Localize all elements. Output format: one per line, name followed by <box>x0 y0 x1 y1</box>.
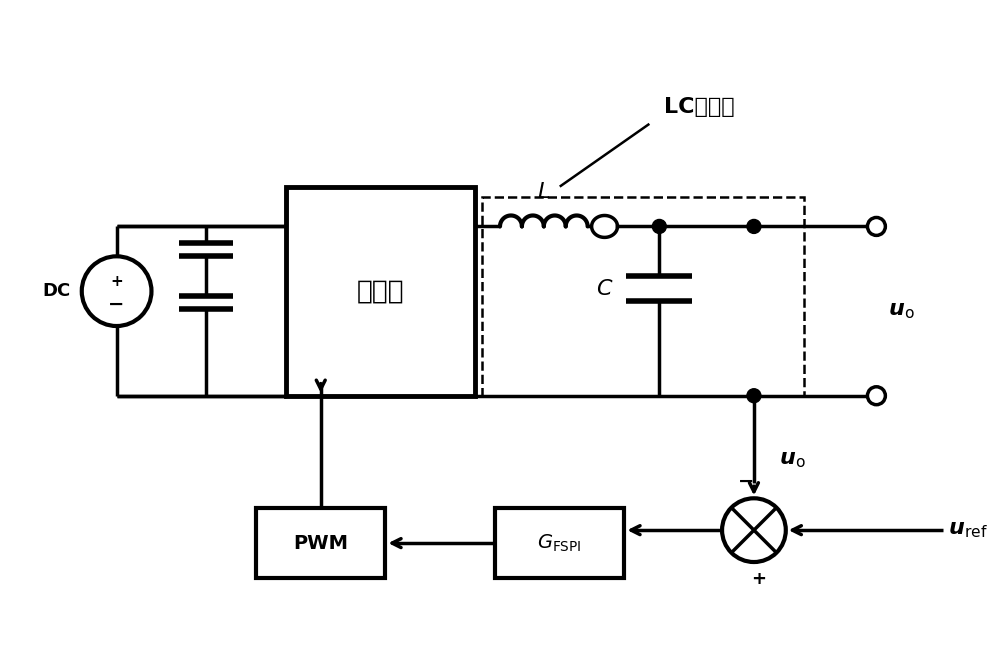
Text: −: − <box>108 295 125 313</box>
Text: $\boldsymbol{u}_{\rm ref}$: $\boldsymbol{u}_{\rm ref}$ <box>948 520 988 540</box>
Text: $L$: $L$ <box>537 182 550 202</box>
Text: LC滤波器: LC滤波器 <box>664 97 734 117</box>
Text: $\boldsymbol{u}_{\rm o}$: $\boldsymbol{u}_{\rm o}$ <box>888 301 915 321</box>
Text: +: + <box>751 570 766 588</box>
Text: PWM: PWM <box>293 533 348 553</box>
Bar <box>495 508 624 578</box>
Circle shape <box>722 498 786 562</box>
Circle shape <box>747 219 761 233</box>
Circle shape <box>867 217 885 235</box>
Circle shape <box>747 389 761 403</box>
Text: 逆变器: 逆变器 <box>357 278 404 304</box>
Circle shape <box>652 219 666 233</box>
Bar <box>256 508 385 578</box>
Text: −: − <box>738 473 754 491</box>
Text: $\boldsymbol{u}_{\rm o}$: $\boldsymbol{u}_{\rm o}$ <box>779 450 805 471</box>
Circle shape <box>867 387 885 405</box>
Circle shape <box>82 256 151 326</box>
Bar <box>482 196 804 396</box>
Polygon shape <box>592 215 618 237</box>
Text: $G_{\rm FSPI}$: $G_{\rm FSPI}$ <box>537 533 582 554</box>
Text: DC: DC <box>43 282 71 300</box>
Bar <box>286 186 475 396</box>
Text: +: + <box>110 274 123 289</box>
Text: $C$: $C$ <box>596 279 613 299</box>
